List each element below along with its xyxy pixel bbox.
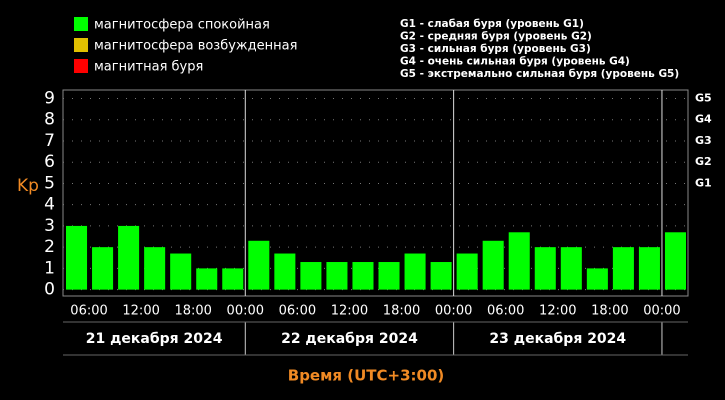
y2-tick-label: G1 [695, 176, 712, 189]
bar [430, 262, 452, 290]
legend-label: магнитосфера спокойная [94, 18, 270, 33]
x-axis-label: Время (UTC+3:00) [288, 367, 444, 385]
bar [456, 253, 478, 290]
bar [664, 232, 686, 290]
bar [144, 247, 166, 290]
y2-tick-label: G3 [695, 134, 712, 147]
y-tick-label: 1 [44, 258, 55, 278]
bar [560, 247, 582, 290]
bar [170, 253, 192, 290]
y2-tick-label: G5 [695, 91, 712, 104]
x-tick-label: 18:00 [174, 304, 211, 319]
bar [586, 268, 608, 290]
y-tick-label: 7 [44, 131, 55, 151]
x-tick-label: 06:00 [279, 304, 316, 319]
storm-legend-label: G3 - сильная буря (уровень G3) [400, 43, 591, 55]
bar [118, 225, 140, 290]
y2-tick-label: G4 [695, 113, 712, 126]
date-label: 21 декабря 2024 [86, 331, 223, 347]
y-tick-label: 2 [44, 237, 55, 257]
bar [326, 262, 348, 290]
bar [638, 247, 660, 290]
x-tick-label: 12:00 [331, 304, 368, 319]
y2-tick-label: G2 [695, 155, 712, 168]
bar [352, 262, 374, 290]
x-tick-label: 06:00 [487, 304, 524, 319]
legend-label: магнитосфера возбужденная [94, 39, 297, 54]
bar [482, 240, 504, 290]
storm-legend-label: G4 - очень сильная буря (уровень G4) [400, 56, 630, 68]
date-label: 22 декабря 2024 [281, 331, 418, 347]
y-axis-label: Kp [17, 176, 39, 196]
x-tick-label: 12:00 [539, 304, 576, 319]
storm-legend-label: G2 - средняя буря (уровень G2) [400, 31, 592, 43]
x-tick-label: 18:00 [383, 304, 420, 319]
bar [534, 247, 556, 290]
bar [274, 253, 296, 290]
bar [612, 247, 634, 290]
x-tick-label: 00:00 [435, 304, 472, 319]
bar [378, 262, 400, 290]
x-tick-label: 12:00 [122, 304, 159, 319]
bar [508, 232, 530, 290]
storm-legend-label: G5 - экстремально сильная буря (уровень … [400, 68, 679, 80]
y-tick-label: 5 [44, 173, 55, 193]
y-tick-label: 3 [44, 216, 55, 236]
plot-frame [62, 89, 689, 297]
bar [92, 247, 114, 290]
x-tick-label: 00:00 [643, 304, 680, 319]
y-tick-label: 9 [44, 88, 55, 108]
legend-label: магнитная буря [94, 60, 203, 75]
storm-legend-label: G1 - слабая буря (уровень G1) [400, 18, 584, 30]
bar [248, 240, 270, 290]
legend-swatch [74, 59, 88, 73]
date-label: 23 декабря 2024 [489, 331, 626, 347]
bar [222, 268, 244, 290]
x-tick-label: 00:00 [227, 304, 264, 319]
y-tick-label: 8 [44, 110, 55, 130]
y-tick-label: 0 [44, 280, 55, 300]
bar [66, 225, 88, 290]
y-tick-label: 6 [44, 152, 55, 172]
y-tick-label: 4 [44, 195, 55, 215]
bar [404, 253, 426, 290]
legend-swatch [74, 38, 88, 52]
x-tick-label: 18:00 [591, 304, 628, 319]
legend-swatch [74, 17, 88, 31]
bar [196, 268, 218, 290]
x-tick-label: 06:00 [70, 304, 107, 319]
bar [300, 262, 322, 290]
